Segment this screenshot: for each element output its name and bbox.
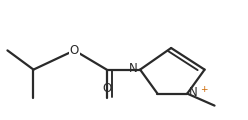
Text: +: + [200,85,207,94]
Text: N: N [129,63,138,75]
Text: O: O [102,82,111,95]
Text: N: N [188,87,197,99]
Text: O: O [70,44,79,57]
